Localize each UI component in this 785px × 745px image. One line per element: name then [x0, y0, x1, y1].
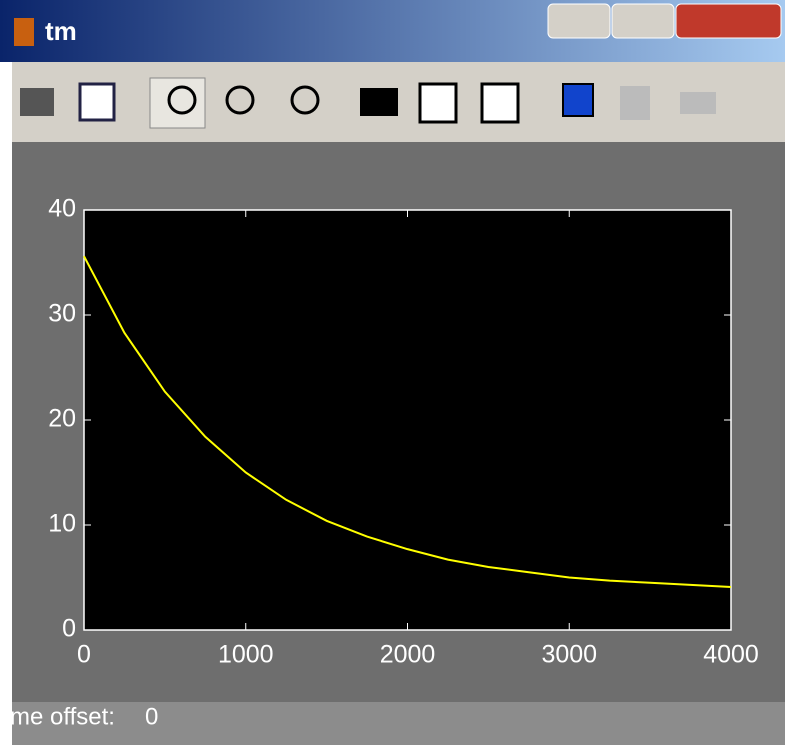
axes — [84, 210, 731, 630]
status-bar — [12, 702, 785, 745]
close-button[interactable] — [676, 4, 781, 38]
params-button[interactable] — [80, 84, 114, 120]
x-tick-label: 0 — [77, 641, 91, 669]
signal-select-button[interactable] — [680, 92, 716, 114]
window-title: tm — [45, 16, 77, 46]
autoscale-button[interactable] — [360, 88, 398, 116]
time-offset-value: 0 — [145, 703, 158, 730]
x-tick-label: 3000 — [541, 641, 597, 669]
y-tick-label: 10 — [48, 510, 76, 538]
x-tick-label: 4000 — [703, 641, 759, 669]
time-offset-label: me offset: — [10, 703, 115, 730]
zoom-button[interactable] — [150, 78, 205, 128]
save-axes-button[interactable] — [420, 84, 456, 122]
x-tick-label: 2000 — [380, 641, 436, 669]
lock-button[interactable] — [620, 86, 650, 120]
x-tick-label: 1000 — [218, 641, 274, 669]
y-tick-label: 30 — [48, 300, 76, 328]
print-button[interactable] — [20, 88, 54, 116]
restore-axes-button[interactable] — [482, 84, 518, 122]
toolbar — [12, 62, 785, 142]
background-strip — [0, 62, 12, 745]
minimize-button[interactable] — [548, 4, 610, 38]
maximize-button[interactable] — [612, 4, 674, 38]
y-tick-label: 40 — [48, 195, 76, 223]
y-tick-label: 20 — [48, 405, 76, 433]
y-tick-label: 0 — [62, 615, 76, 643]
app-icon — [14, 18, 34, 46]
scope-window: tm 0 10 20 30 40 0 1000 2000 3000 4000 me offset:… — [0, 0, 785, 745]
screen: tm 0 10 20 30 40 0 1000 2000 3000 4000 me offset:… — [0, 0, 785, 745]
floating-scope-button[interactable] — [563, 84, 593, 116]
